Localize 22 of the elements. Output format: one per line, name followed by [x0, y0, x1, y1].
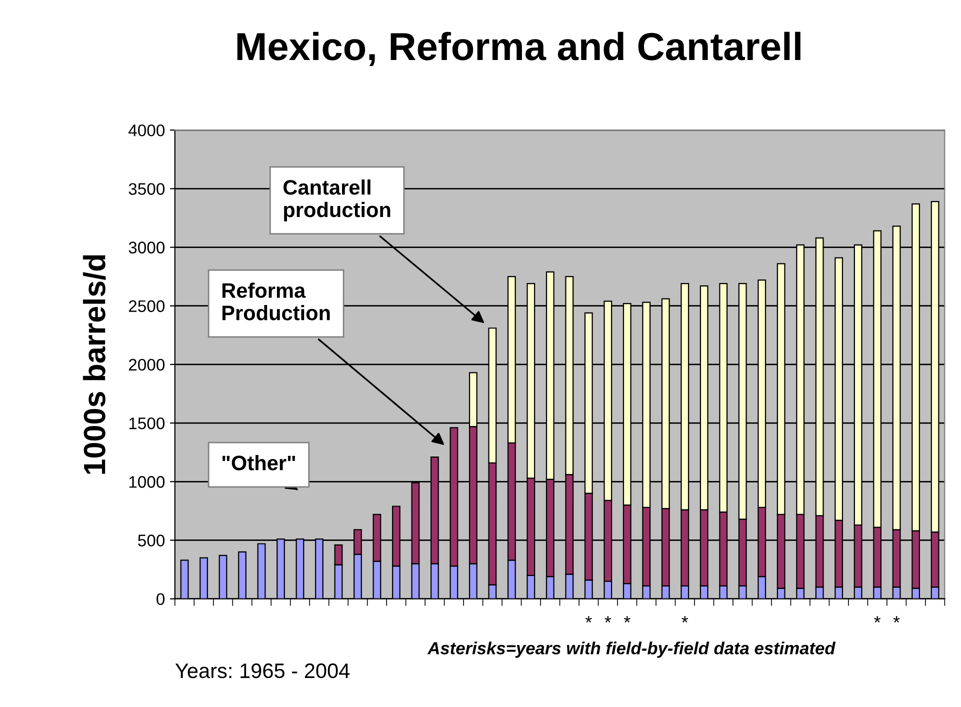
chart-title: Mexico, Reforma and Cantarell [237, 32, 800, 66]
y-tick-label: 500 [138, 534, 165, 546]
y-tick-label: 1000 [129, 476, 165, 488]
y-tick-label: 0 [156, 593, 165, 606]
y-tick-label: 3500 [128, 183, 165, 195]
y-axis-title: 1000s barrels/d [82, 255, 106, 474]
y-tick-label: 2000 [128, 358, 165, 371]
y-tick-label: 1500 [129, 417, 165, 430]
annotation: Reforma Production [222, 282, 330, 320]
y-tick-label: 2500 [128, 300, 165, 312]
x-axis-title: Years: 1965 - 2004 [175, 663, 350, 678]
y-tick-label: 3000 [128, 242, 165, 254]
x-tick-label: * [682, 616, 688, 622]
annotation: "Other" [222, 455, 296, 470]
y-tick-label: 4000 [128, 124, 165, 136]
x-tick-label: * [874, 616, 881, 622]
annotation: Cantarell production [284, 179, 390, 222]
x-tick-label: * [893, 616, 900, 622]
x-tick-label: * [585, 616, 592, 622]
text: Asterisks=years with field-by-field data estimated [427, 642, 836, 658]
x-tick-label: * [604, 616, 612, 622]
x-tick-label: * [624, 616, 630, 622]
